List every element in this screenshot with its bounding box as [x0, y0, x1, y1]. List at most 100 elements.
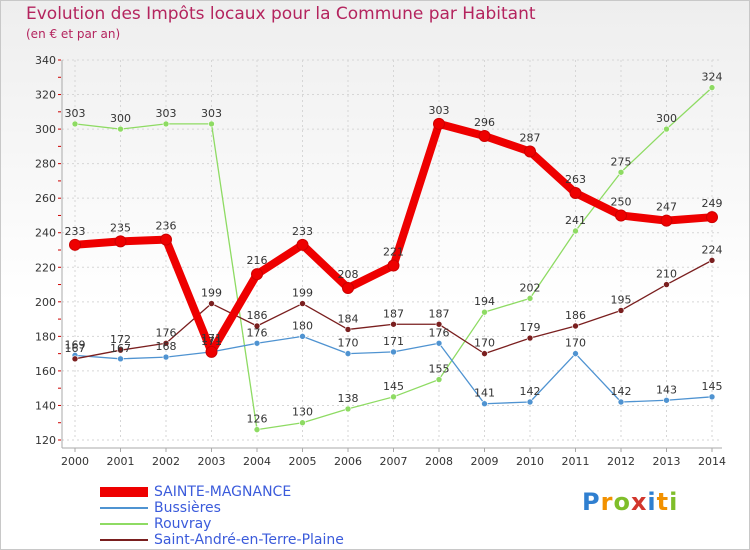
data-point: [708, 393, 716, 401]
data-label: 216: [247, 254, 268, 267]
data-point: [615, 209, 627, 222]
data-label: 171: [201, 332, 222, 345]
data-label: 235: [110, 221, 131, 234]
data-label: 247: [656, 201, 677, 214]
data-point: [117, 355, 124, 363]
data-point: [390, 320, 397, 328]
data-point: [117, 346, 124, 354]
data-point: [344, 326, 352, 333]
x-tick-label: 2002: [152, 455, 180, 468]
legend-swatch: [100, 539, 148, 541]
data-label: 179: [520, 321, 541, 334]
data-label: 168: [156, 340, 177, 353]
data-label: 187: [429, 307, 450, 320]
data-label: 167: [110, 342, 131, 355]
x-tick-label: 2012: [607, 455, 635, 468]
data-label: 194: [474, 295, 495, 308]
data-point: [708, 257, 716, 264]
data-point: [208, 300, 215, 307]
data-label: 187: [383, 307, 404, 320]
proxiti-logo: Proxiti: [582, 488, 679, 516]
y-tick-label: 200: [35, 296, 56, 309]
y-tick-label: 280: [35, 158, 56, 171]
data-label: 176: [247, 326, 268, 339]
y-tick-label: 320: [35, 89, 56, 102]
x-tick-label: 2011: [562, 455, 590, 468]
data-label: 224: [702, 243, 723, 256]
data-label: 221: [383, 246, 404, 259]
data-label: 141: [474, 387, 495, 400]
data-label: 145: [702, 380, 723, 393]
x-tick-label: 2007: [380, 455, 408, 468]
data-point: [526, 398, 534, 406]
data-label: 303: [65, 107, 86, 120]
data-label: 300: [656, 112, 677, 125]
data-label: 199: [292, 287, 313, 300]
data-label: 208: [338, 268, 359, 281]
y-tick-label: 300: [35, 123, 56, 136]
legend-label: Rouvray: [154, 516, 212, 532]
data-point: [253, 339, 261, 347]
y-tick-label: 160: [35, 365, 56, 378]
x-tick-label: 2004: [243, 455, 271, 468]
data-label: 184: [338, 312, 359, 325]
data-point: [617, 398, 625, 406]
data-point: [344, 405, 352, 413]
x-tick-label: 2014: [698, 455, 726, 468]
data-point: [481, 350, 488, 357]
legend-swatch: [100, 523, 148, 525]
data-label: 171: [383, 335, 404, 348]
data-label: 195: [611, 293, 632, 306]
data-label: 170: [338, 337, 359, 350]
x-tick-label: 2000: [61, 455, 89, 468]
data-label: 303: [429, 104, 450, 117]
data-point: [205, 345, 218, 358]
data-point: [162, 120, 170, 128]
data-point: [342, 282, 354, 294]
data-point: [708, 84, 716, 91]
y-tick-label: 340: [35, 54, 56, 67]
data-point: [251, 268, 263, 281]
data-label: 167: [65, 342, 86, 355]
data-point: [663, 396, 670, 404]
data-label: 186: [565, 309, 586, 322]
legend-swatch: [100, 487, 148, 497]
data-label: 170: [565, 337, 586, 350]
y-tick-label: 140: [35, 399, 56, 412]
data-point: [117, 125, 124, 133]
data-label: 324: [702, 71, 723, 84]
data-point: [435, 320, 443, 328]
data-point: [299, 419, 306, 427]
data-point: [572, 227, 579, 235]
data-point: [296, 238, 309, 251]
data-point: [569, 187, 582, 199]
data-point: [162, 339, 170, 347]
data-point: [162, 353, 170, 361]
x-tick-label: 2003: [198, 455, 226, 468]
legend-label: Saint-André-en-Terre-Plaine: [154, 532, 344, 548]
data-point: [299, 300, 306, 307]
data-label: 155: [429, 363, 450, 376]
data-point: [160, 233, 172, 246]
data-label: 172: [110, 333, 131, 346]
x-tick-label: 2006: [334, 455, 362, 468]
data-label: 303: [156, 107, 177, 120]
data-point: [390, 393, 397, 401]
x-tick-label: 2008: [425, 455, 453, 468]
data-label: 287: [520, 132, 541, 145]
data-point: [344, 350, 352, 357]
y-tick-label: 260: [35, 192, 56, 205]
data-point: [435, 339, 443, 347]
data-point: [299, 333, 306, 340]
data-label: 176: [156, 326, 177, 339]
y-tick-label: 220: [35, 261, 56, 274]
data-point: [253, 426, 261, 433]
data-point: [663, 125, 670, 133]
data-point: [663, 281, 670, 288]
data-point: [69, 238, 81, 251]
data-point: [71, 355, 79, 363]
data-label: 145: [383, 380, 404, 393]
data-label: 233: [65, 225, 86, 238]
data-point: [435, 376, 443, 383]
